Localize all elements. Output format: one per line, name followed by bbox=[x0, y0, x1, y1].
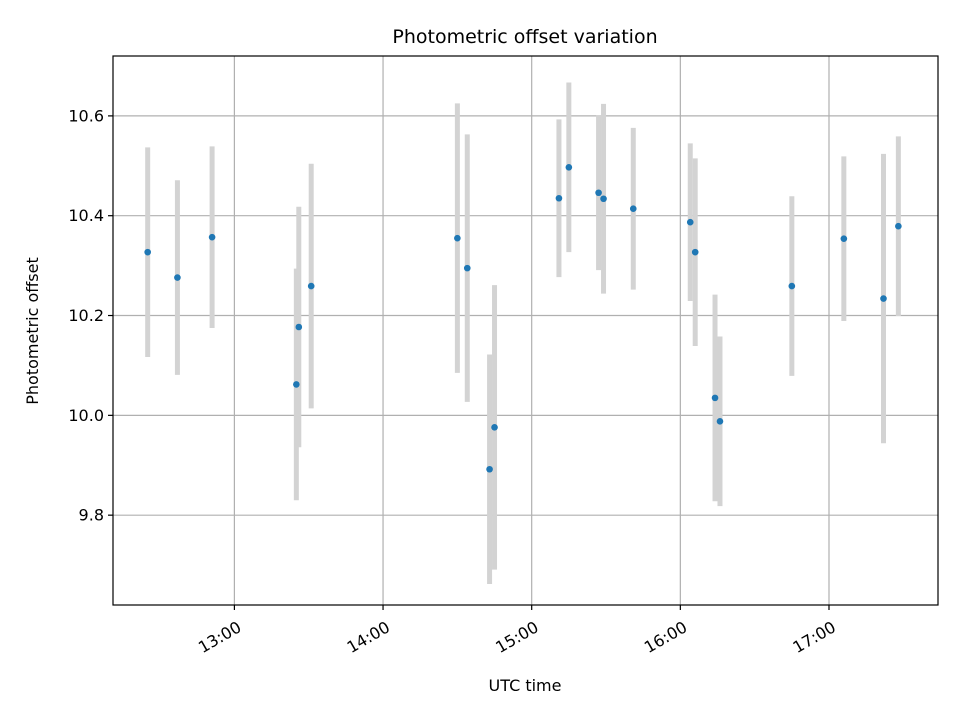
grid bbox=[113, 56, 938, 605]
data-point bbox=[600, 195, 607, 203]
x-tick-label: 13:00 bbox=[195, 617, 244, 657]
data-point bbox=[691, 248, 699, 256]
data-point bbox=[895, 222, 902, 230]
data-point bbox=[565, 163, 573, 171]
data-point bbox=[208, 233, 216, 241]
data-point bbox=[716, 418, 724, 425]
x-axis: 13:00 14:00 15:00 16:00 17:00 bbox=[195, 605, 839, 657]
data-point bbox=[840, 235, 848, 242]
data-point bbox=[307, 282, 315, 290]
data-point bbox=[144, 248, 151, 256]
data-point bbox=[711, 394, 719, 402]
data-point bbox=[629, 205, 637, 213]
y-tick-label: 10.0 bbox=[68, 406, 104, 425]
data-point bbox=[686, 218, 694, 226]
data-point bbox=[295, 323, 303, 331]
data-point bbox=[880, 295, 887, 302]
data-point bbox=[454, 234, 461, 242]
data-point bbox=[788, 282, 796, 290]
y-axis-label: Photometric offset bbox=[23, 257, 42, 405]
x-tick-label: 14:00 bbox=[344, 617, 393, 657]
data-point bbox=[486, 465, 493, 473]
y-tick-label: 9.8 bbox=[79, 506, 104, 525]
data-point bbox=[293, 381, 300, 388]
data-point bbox=[463, 264, 471, 272]
x-tick-label: 15:00 bbox=[492, 617, 541, 657]
error-bars bbox=[145, 82, 901, 585]
data-points bbox=[144, 163, 902, 473]
chart-title: Photometric offset variation bbox=[392, 26, 657, 48]
y-axis: 9.8 10.0 10.2 10.4 10.6 bbox=[68, 106, 113, 525]
plot-frame bbox=[112, 55, 939, 606]
data-point bbox=[595, 189, 602, 197]
y-tick-label: 10.4 bbox=[68, 206, 104, 225]
x-axis-label: UTC time bbox=[489, 676, 562, 695]
data-point bbox=[555, 194, 563, 202]
data-point bbox=[491, 424, 498, 431]
y-tick-label: 10.2 bbox=[68, 306, 104, 325]
x-tick-label: 17:00 bbox=[790, 617, 839, 657]
y-tick-label: 10.6 bbox=[68, 106, 104, 125]
data-point bbox=[174, 274, 181, 281]
x-tick-label: 16:00 bbox=[641, 617, 690, 657]
